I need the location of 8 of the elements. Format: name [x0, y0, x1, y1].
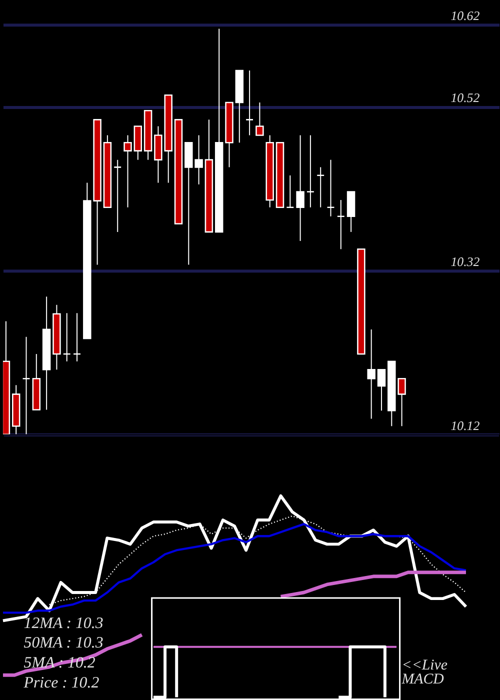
annotation: 12MA : 10.3: [24, 614, 104, 632]
y-tick-label: 10.12: [450, 418, 480, 433]
annotation: 50MA : 10.3: [24, 634, 104, 652]
y-tick-label: 10.52: [450, 91, 480, 106]
y-tick-label: 10.62: [450, 9, 480, 24]
annotation: Price : 10.2: [22, 674, 100, 692]
annotation: <<Live MACD: [400, 657, 448, 688]
y-tick-label: 10.32: [450, 254, 480, 269]
